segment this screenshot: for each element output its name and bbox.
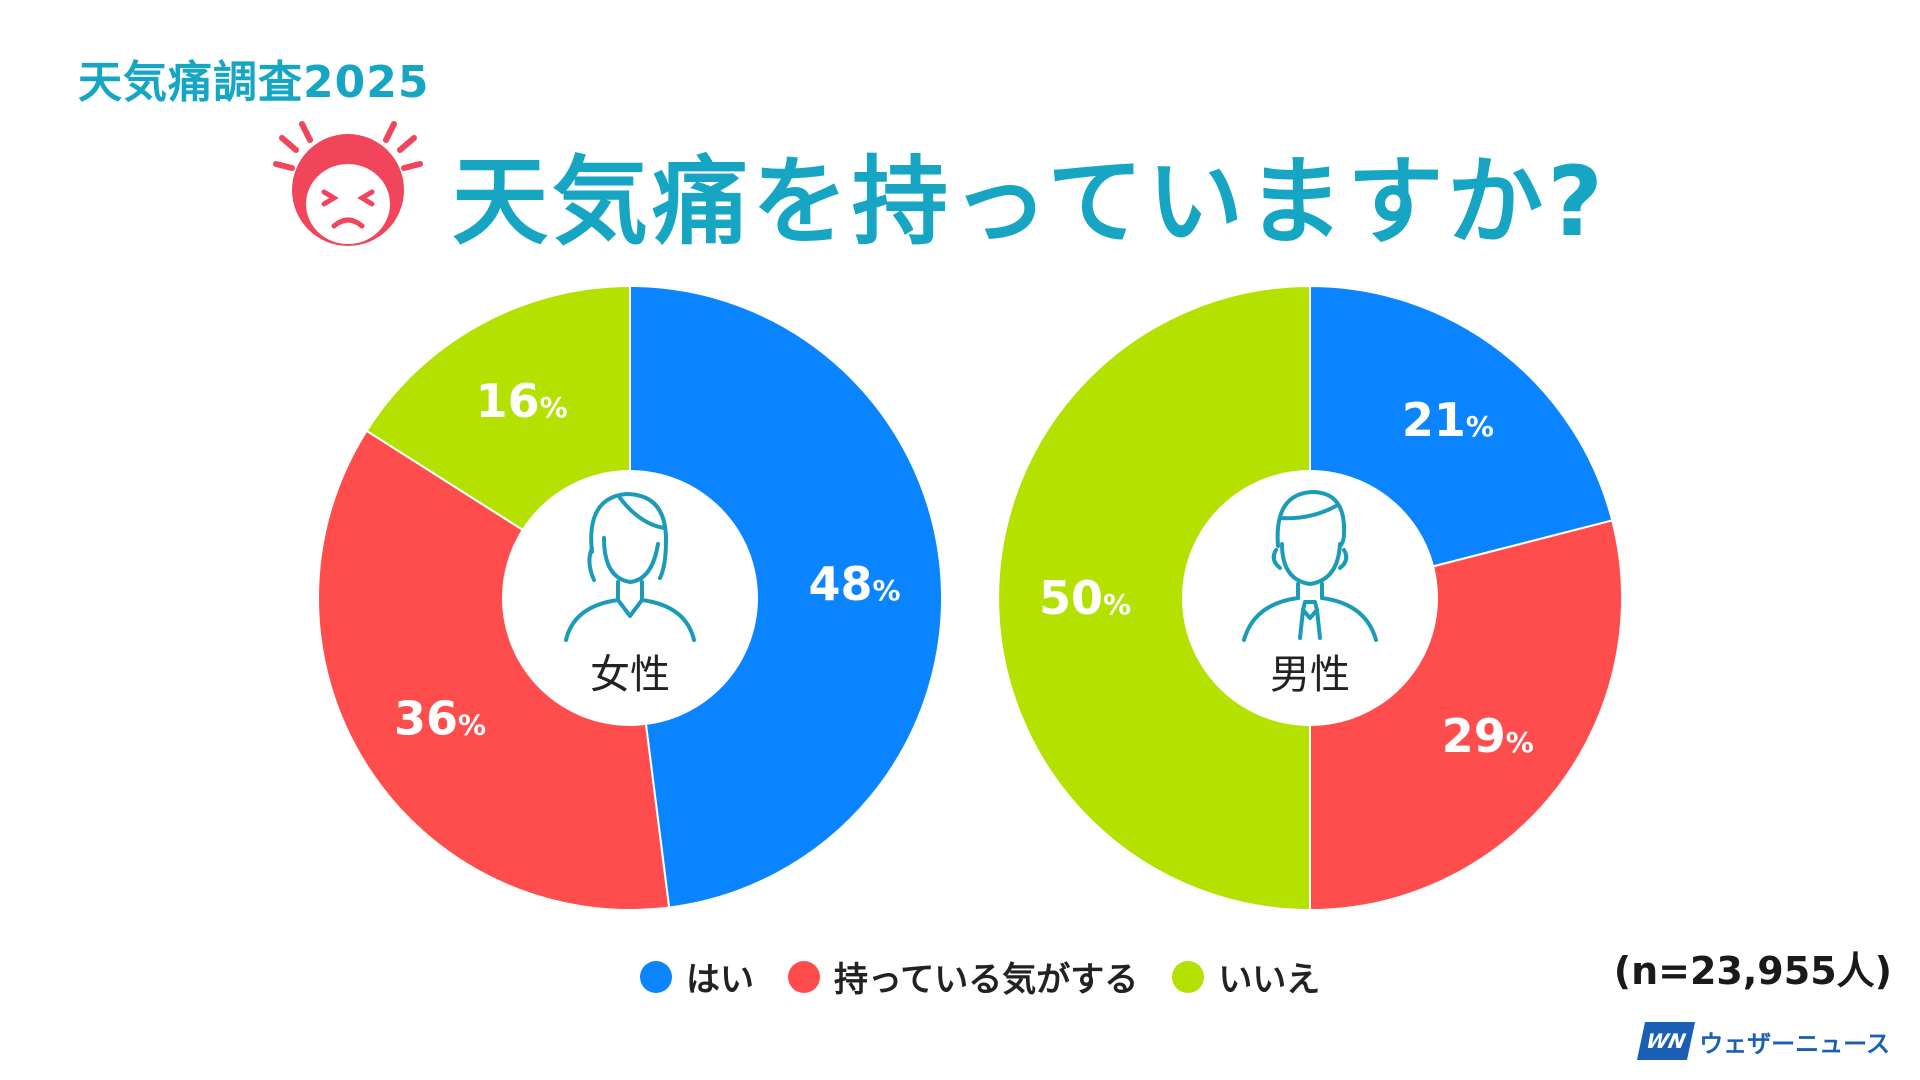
man-icon [1242, 490, 1378, 642]
sample-size-note: (n=23,955人) [1613, 949, 1892, 993]
legend-label-no: いいえ [1218, 960, 1321, 1000]
female-value-label-yes: 48% [809, 557, 901, 611]
male-pie-chart: 男性 21% 29% 50% [997, 284, 1623, 912]
female-center-disc [502, 470, 758, 726]
legend-dot-yes [640, 960, 672, 993]
male-value-label-no: 50% [1039, 571, 1131, 625]
female-center-label: 女性 [590, 652, 670, 698]
female-pie-chart: 女性 48% 36% 16% [317, 284, 943, 911]
legend-dot-maybe [788, 960, 820, 993]
male-slice-no [997, 284, 1311, 912]
legend: はい 持っている気がする いいえ [640, 952, 1320, 1001]
female-slice-yes [629, 284, 943, 909]
legend-item-yes: はい [640, 952, 754, 1001]
pained-face-icon [273, 121, 423, 246]
male-value-label-yes: 21% [1402, 393, 1494, 447]
male-center-label: 男性 [1270, 652, 1350, 698]
legend-label-maybe: 持っている気がする [834, 960, 1139, 1000]
legend-label-yes: はい [686, 960, 754, 1000]
male-value-labels: 21% 29% 50% [1039, 393, 1534, 763]
woman-icon [564, 492, 696, 642]
male-center-disc [1182, 470, 1438, 726]
female-value-labels: 48% 36% 16% [394, 374, 901, 746]
legend-dot-no [1172, 960, 1205, 993]
female-slice-maybe [317, 429, 671, 911]
weathernews-logo: WN ウェザーニュース [1637, 1022, 1890, 1060]
logo-mark: WN [1637, 1022, 1696, 1060]
survey-kicker: 天気痛調査2025 [78, 57, 430, 108]
female-value-label-no: 16% [476, 374, 568, 428]
female-value-label-maybe: 36% [394, 692, 486, 746]
legend-item-no: いいえ [1172, 952, 1320, 1001]
male-value-label-maybe: 29% [1442, 709, 1534, 763]
logo-text: ウェザーニュース [1699, 1029, 1890, 1058]
legend-item-maybe: 持っている気がする [788, 952, 1138, 1001]
page-title: 天気痛を持っていますか? [452, 146, 1607, 258]
